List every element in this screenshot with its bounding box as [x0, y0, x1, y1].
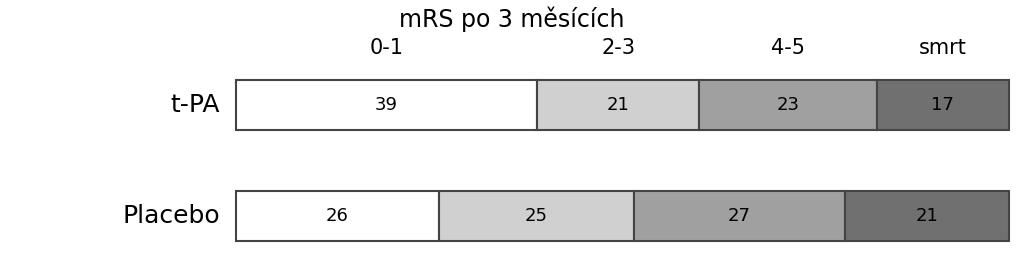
Bar [438, 191, 634, 241]
Bar [845, 191, 1009, 241]
Text: 4-5: 4-5 [771, 39, 805, 58]
Text: 17: 17 [932, 96, 954, 114]
Text: 23: 23 [777, 96, 800, 114]
Text: 21: 21 [607, 96, 630, 114]
Bar [634, 191, 845, 241]
Text: 0-1: 0-1 [370, 39, 403, 58]
Text: 21: 21 [915, 207, 938, 225]
Bar [236, 191, 438, 241]
Text: 2-3: 2-3 [601, 39, 635, 58]
Text: 27: 27 [728, 207, 751, 225]
Bar [878, 80, 1009, 130]
Text: smrt: smrt [919, 39, 967, 58]
Text: 39: 39 [375, 96, 397, 114]
Text: 26: 26 [326, 207, 348, 225]
Bar [537, 80, 699, 130]
Text: Placebo: Placebo [123, 204, 220, 228]
Bar [699, 80, 878, 130]
Bar [236, 80, 537, 130]
Text: mRS po 3 měsících: mRS po 3 měsících [399, 7, 625, 32]
Text: 25: 25 [524, 207, 548, 225]
Text: t-PA: t-PA [171, 93, 220, 117]
